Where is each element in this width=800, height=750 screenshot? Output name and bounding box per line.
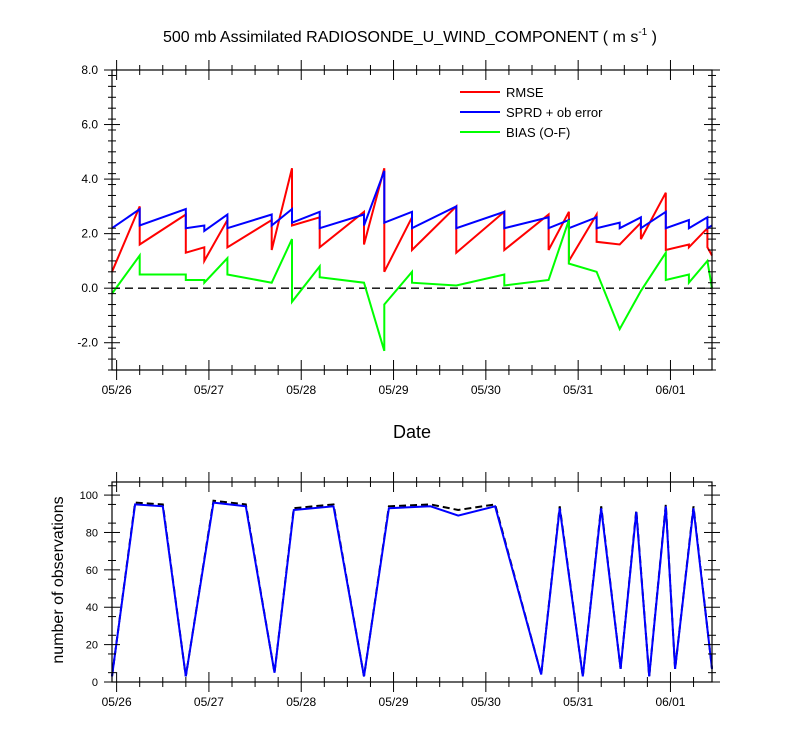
chart-title: 500 mb Assimilated RADIOSONDE_U_WIND_COM… bbox=[163, 27, 657, 46]
bottom-axes-group: 0 20 40 60 80 100 05/26 05/27 05/28 05/29 05/30 05/… bbox=[80, 472, 720, 709]
obs-used-line bbox=[111, 501, 713, 677]
y-tick-label: 0.0 bbox=[81, 281, 98, 295]
y-tick-label: 6.0 bbox=[81, 118, 98, 132]
legend: RMSE SPRD + ob error BIAS (O-F) bbox=[460, 85, 603, 140]
y-tick-label: 2.0 bbox=[81, 227, 98, 241]
bottom-y-tick-label: 60 bbox=[86, 565, 98, 577]
bottom-x-tick-label: 05/31 bbox=[563, 695, 593, 709]
top-x-tick-label: 05/26 bbox=[102, 383, 132, 397]
top-x-tick-label: 05/27 bbox=[194, 383, 224, 397]
top-x-tick-label: 06/01 bbox=[655, 383, 685, 397]
top-x-tick-label: 05/31 bbox=[563, 383, 593, 397]
sprd-line bbox=[111, 170, 713, 233]
x-axis-label: Date bbox=[393, 422, 431, 442]
bottom-x-tick-label: 05/29 bbox=[379, 695, 409, 709]
top-x-tick-label: 05/29 bbox=[379, 383, 409, 397]
top-x-tick-label: 05/28 bbox=[286, 383, 316, 397]
legend-sprd-label: SPRD + ob error bbox=[506, 105, 603, 120]
bottom-x-tick-label: 05/26 bbox=[102, 695, 132, 709]
top-plot-frame bbox=[111, 69, 713, 371]
y-tick-label: -2.0 bbox=[77, 336, 98, 350]
obs-possible-line bbox=[111, 499, 713, 677]
y-axis-label-observations: number of observations bbox=[50, 496, 67, 663]
bottom-x-tick-label: 05/30 bbox=[471, 695, 501, 709]
y-tick-label: 8.0 bbox=[81, 63, 98, 77]
y-tick-label: 4.0 bbox=[81, 172, 98, 186]
bottom-x-tick-label: 06/01 bbox=[655, 695, 685, 709]
bias-line bbox=[111, 219, 713, 352]
bottom-y-tick-label: 20 bbox=[86, 640, 98, 652]
bottom-y-tick-label: 0 bbox=[92, 677, 98, 689]
bottom-x-tick-label: 05/28 bbox=[286, 695, 316, 709]
bottom-plot-frame bbox=[111, 481, 713, 683]
top-series-group bbox=[111, 167, 713, 352]
bottom-y-tick-label: 40 bbox=[86, 602, 98, 614]
top-x-tick-label: 05/30 bbox=[471, 383, 501, 397]
legend-rmse-label: RMSE bbox=[506, 85, 544, 100]
bottom-y-tick-label: 100 bbox=[80, 490, 98, 502]
bottom-x-tick-label: 05/27 bbox=[194, 695, 224, 709]
bottom-y-tick-label: 80 bbox=[86, 527, 98, 539]
legend-bias-label: BIAS (O-F) bbox=[506, 125, 570, 140]
top-axes-group: -2.0 0.0 2.0 4.0 6.0 8.0 05/26 05/27 05/28 05/29 0… bbox=[77, 60, 720, 397]
bottom-series-group bbox=[111, 499, 713, 677]
